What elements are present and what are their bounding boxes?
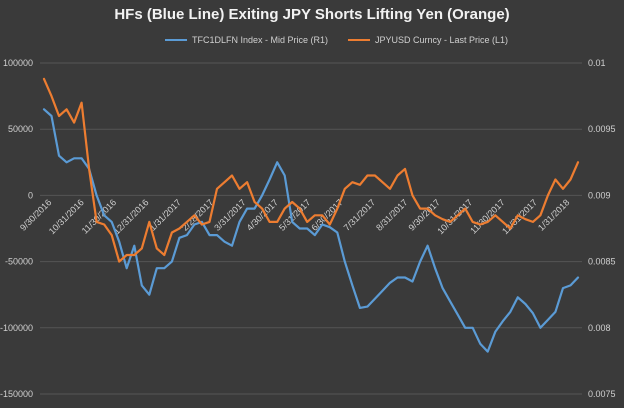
y-right-tick-label: 0.01 bbox=[588, 58, 606, 68]
legend-label-orange: JPYUSD Curncy - Last Price (L1) bbox=[375, 35, 509, 45]
y-left-tick-label: 0 bbox=[28, 190, 33, 200]
y-left-tick-label: 50000 bbox=[8, 124, 33, 134]
x-tick-label: 4/30/2017 bbox=[245, 197, 280, 232]
legend-label-blue: TFC1DLFN Index - Mid Price (R1) bbox=[192, 35, 329, 45]
y-left-tick-label: 100000 bbox=[3, 58, 33, 68]
y-right-tick-label: 0.0085 bbox=[588, 257, 616, 267]
chart-title: HFs (Blue Line) Exiting JPY Shorts Lifti… bbox=[114, 6, 510, 23]
legend-swatch-blue bbox=[165, 38, 187, 41]
chart-legend: TFC1DLFN Index - Mid Price (R1) JPYUSD C… bbox=[0, 35, 624, 49]
y-right-tick-label: 0.009 bbox=[588, 190, 611, 200]
y-left-tick-label: -50000 bbox=[5, 257, 33, 267]
legend-swatch-orange bbox=[348, 38, 370, 41]
legend-item-blue: TFC1DLFN Index - Mid Price (R1) bbox=[165, 35, 328, 45]
series-line-orange bbox=[42, 77, 580, 263]
legend-item-orange: JPYUSD Curncy - Last Price (L1) bbox=[348, 35, 508, 45]
x-tick-label: 8/31/2017 bbox=[374, 197, 409, 232]
y-right-tick-label: 0.0095 bbox=[588, 124, 616, 134]
y-right-tick-label: 0.008 bbox=[588, 323, 611, 333]
x-tick-label: 12/31/2016 bbox=[112, 197, 151, 236]
series-line-blue bbox=[42, 108, 580, 353]
y-right-tick-label: 0.0075 bbox=[588, 389, 616, 399]
x-tick-label: 7/31/2017 bbox=[342, 197, 377, 232]
y-left-tick-label: -100000 bbox=[0, 323, 33, 333]
y-left-tick-label: -150000 bbox=[0, 389, 33, 399]
x-tick-label: 10/31/2016 bbox=[47, 197, 86, 236]
x-tick-label: 1/31/2017 bbox=[148, 197, 183, 232]
